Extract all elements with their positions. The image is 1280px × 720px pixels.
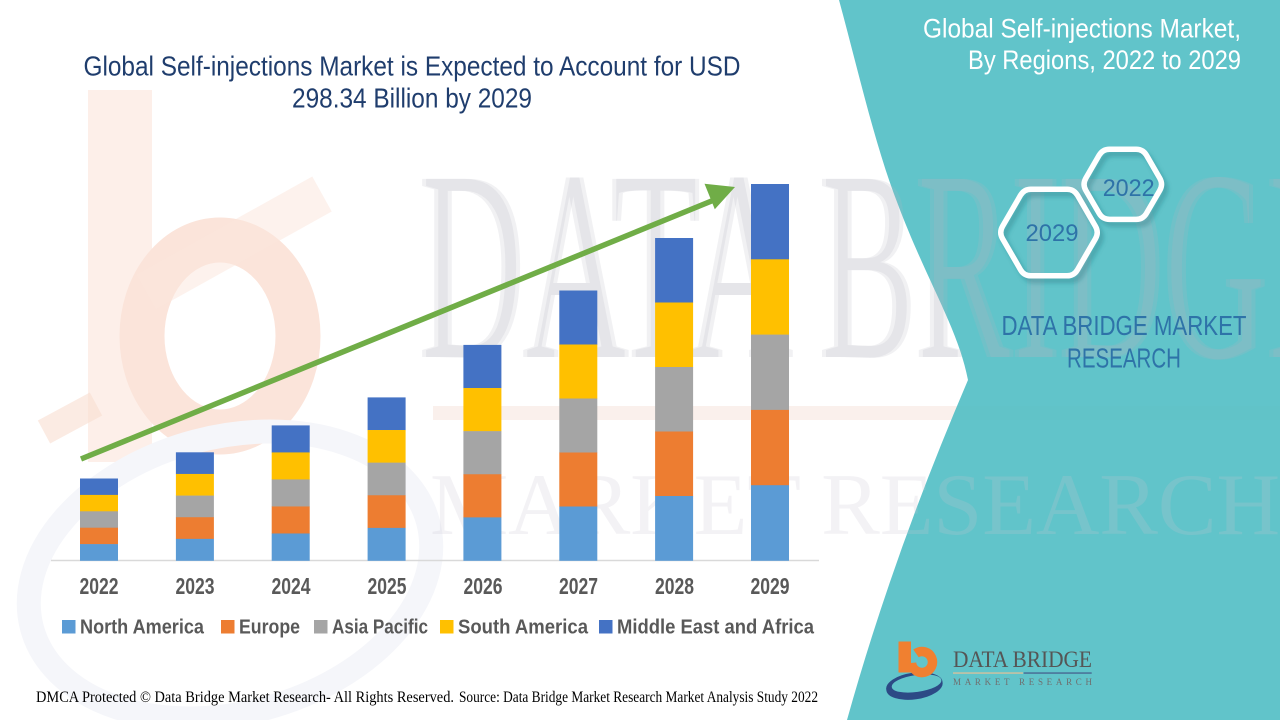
svg-text:DATA BRIDGE MARKET: DATA BRIDGE MARKET [1002, 310, 1247, 341]
svg-text:2023: 2023 [176, 573, 215, 599]
svg-text:Middle East and Africa: Middle East and Africa [617, 617, 815, 639]
svg-text:South America: South America [458, 617, 589, 639]
svg-text:2022: 2022 [1103, 175, 1155, 202]
svg-text:2029: 2029 [751, 573, 790, 599]
svg-text:DMCA Protected © Data Bridge M: DMCA Protected © Data Bridge Market Rese… [36, 689, 454, 706]
svg-text:Source: Data Bridge Market Res: Source: Data Bridge Market Research Mark… [459, 689, 818, 706]
svg-text:2024: 2024 [272, 573, 311, 599]
svg-text:2027: 2027 [559, 573, 598, 599]
svg-text:RESEARCH: RESEARCH [1067, 343, 1181, 374]
svg-text:Global Self-injections Market,: Global Self-injections Market, [923, 14, 1241, 44]
svg-text:2025: 2025 [368, 573, 407, 599]
svg-text:Asia Pacific: Asia Pacific [332, 617, 428, 639]
svg-text:By Regions, 2022 to 2029: By Regions, 2022 to 2029 [968, 45, 1241, 75]
svg-text:Europe: Europe [239, 617, 300, 639]
svg-text:2026: 2026 [464, 573, 503, 599]
svg-text:Global Self-injections Market: Global Self-injections Market is Expecte… [84, 51, 741, 82]
svg-text:North America: North America [80, 617, 205, 639]
svg-text:2029: 2029 [1026, 220, 1079, 247]
svg-text:2022: 2022 [80, 573, 119, 599]
svg-text:298.34 Billion by 2029: 298.34 Billion by 2029 [292, 83, 532, 114]
svg-text:MARKET RESEARCH: MARKET RESEARCH [953, 677, 1093, 687]
svg-text:DATA BRIDGE: DATA BRIDGE [953, 647, 1092, 673]
svg-text:2028: 2028 [655, 573, 694, 599]
